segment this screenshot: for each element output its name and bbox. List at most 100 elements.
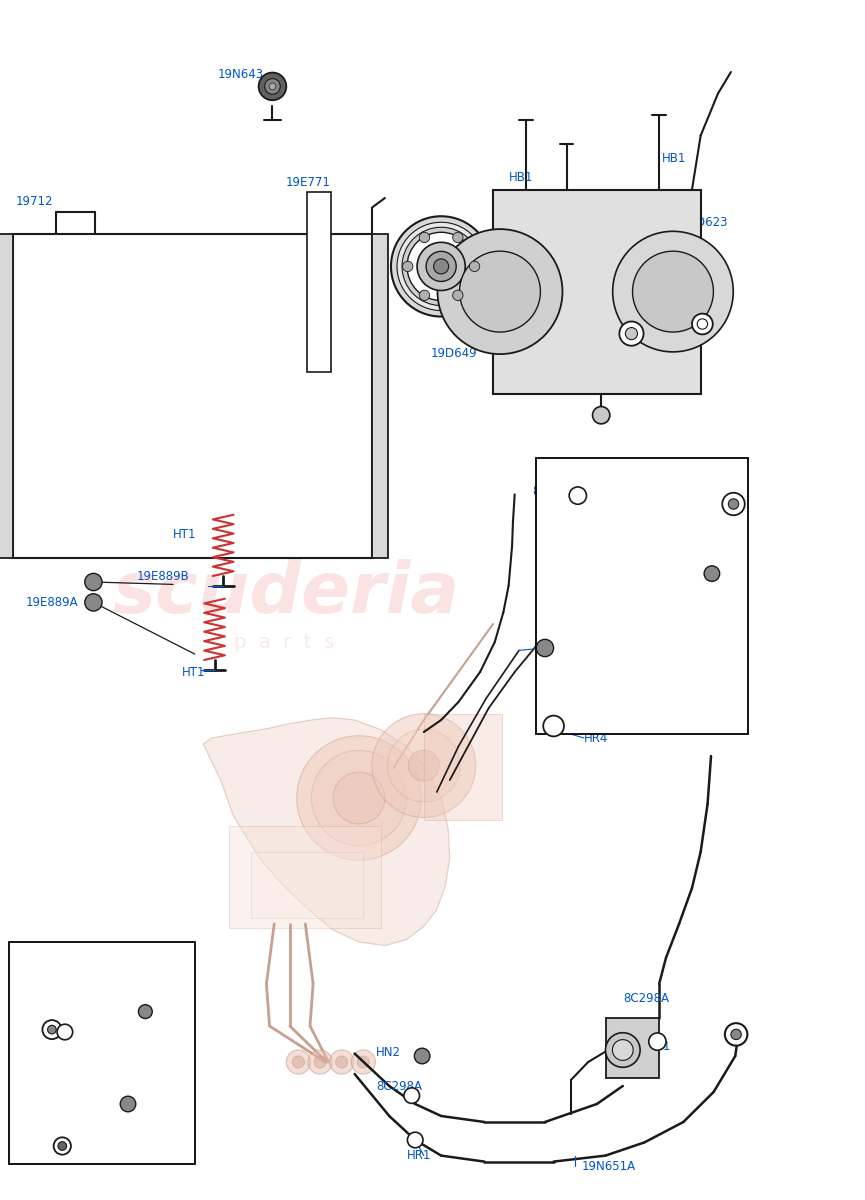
- Text: HR2: HR2: [9, 1028, 33, 1040]
- Bar: [642, 612, 661, 631]
- Bar: [536, 458, 748, 734]
- Bar: [699, 535, 718, 554]
- Circle shape: [438, 229, 562, 354]
- Bar: [606, 1018, 659, 1078]
- Circle shape: [402, 262, 413, 271]
- Circle shape: [420, 290, 430, 300]
- Bar: [307, 192, 331, 372]
- Text: 8C298B: 8C298B: [26, 1006, 72, 1018]
- Bar: [680, 535, 699, 554]
- Circle shape: [259, 72, 286, 101]
- Circle shape: [42, 1020, 61, 1039]
- Text: HN1: HN1: [569, 652, 594, 664]
- Bar: [372, 234, 388, 558]
- Circle shape: [625, 328, 638, 340]
- Bar: [699, 574, 718, 593]
- Text: HN2: HN2: [134, 1006, 159, 1018]
- Circle shape: [404, 1088, 420, 1103]
- Text: HT1: HT1: [182, 666, 205, 678]
- Text: 19E889A: 19E889A: [26, 596, 79, 608]
- Circle shape: [48, 1025, 56, 1034]
- Circle shape: [408, 750, 439, 781]
- Circle shape: [420, 233, 430, 242]
- Circle shape: [649, 1033, 666, 1050]
- Bar: [661, 554, 680, 574]
- Bar: [699, 554, 718, 574]
- Bar: [661, 631, 680, 650]
- Bar: [699, 593, 718, 612]
- Circle shape: [731, 1030, 741, 1039]
- Text: HN2: HN2: [659, 566, 684, 578]
- Text: HT1: HT1: [173, 528, 196, 540]
- Circle shape: [85, 574, 102, 590]
- Text: HR5: HR5: [10, 1142, 35, 1154]
- Text: HR7: HR7: [692, 320, 716, 332]
- Circle shape: [138, 1004, 152, 1019]
- Text: HB2: HB2: [549, 220, 573, 232]
- Circle shape: [336, 1056, 348, 1068]
- Bar: [623, 554, 642, 574]
- Text: 19N643: 19N643: [218, 68, 264, 80]
- Bar: [623, 574, 642, 593]
- Bar: [699, 516, 718, 535]
- Circle shape: [452, 233, 463, 242]
- Bar: [699, 631, 718, 650]
- Circle shape: [543, 715, 564, 737]
- Circle shape: [612, 1039, 633, 1061]
- Circle shape: [292, 1056, 304, 1068]
- Circle shape: [357, 1056, 369, 1068]
- Bar: [680, 554, 699, 574]
- Bar: [642, 631, 661, 650]
- Bar: [718, 535, 737, 554]
- Circle shape: [269, 83, 276, 90]
- Circle shape: [333, 772, 385, 824]
- Circle shape: [692, 313, 713, 335]
- Text: HB1: HB1: [662, 152, 686, 164]
- Circle shape: [632, 251, 714, 332]
- Circle shape: [308, 1050, 332, 1074]
- Bar: [680, 593, 699, 612]
- Text: scuderia: scuderia: [112, 559, 459, 629]
- Text: HR3: HR3: [662, 500, 686, 512]
- Circle shape: [606, 1033, 640, 1067]
- Bar: [661, 593, 680, 612]
- Circle shape: [569, 487, 586, 504]
- Bar: [642, 574, 661, 593]
- Bar: [642, 554, 661, 574]
- Bar: [623, 516, 642, 535]
- Text: HN2: HN2: [376, 1046, 401, 1058]
- Bar: [13, 234, 372, 558]
- Text: HR4: HR4: [584, 732, 608, 744]
- Bar: [680, 612, 699, 631]
- Bar: [251, 852, 363, 918]
- Bar: [642, 593, 661, 612]
- Circle shape: [397, 222, 485, 311]
- Circle shape: [433, 259, 449, 274]
- Bar: [493, 190, 701, 394]
- Circle shape: [351, 1050, 375, 1074]
- Circle shape: [391, 216, 491, 317]
- Bar: [623, 612, 642, 631]
- Bar: [623, 631, 642, 650]
- Bar: [661, 516, 680, 535]
- Circle shape: [330, 1050, 354, 1074]
- Circle shape: [459, 251, 541, 332]
- Bar: [0, 234, 13, 558]
- Bar: [680, 516, 699, 535]
- Text: HR1: HR1: [407, 1150, 431, 1162]
- Bar: [642, 535, 661, 554]
- Circle shape: [704, 566, 720, 581]
- Bar: [642, 516, 661, 535]
- Text: 19D623: 19D623: [682, 216, 728, 228]
- Circle shape: [728, 499, 739, 509]
- Circle shape: [417, 242, 465, 290]
- Circle shape: [58, 1141, 67, 1151]
- Text: HR1: HR1: [647, 1040, 671, 1052]
- Circle shape: [314, 1056, 326, 1068]
- Text: HR6: HR6: [628, 336, 652, 348]
- Text: HB1: HB1: [509, 172, 533, 184]
- Text: 19712: 19712: [16, 196, 53, 208]
- Bar: [623, 593, 642, 612]
- Circle shape: [722, 493, 745, 515]
- Text: 19D649: 19D649: [431, 348, 477, 360]
